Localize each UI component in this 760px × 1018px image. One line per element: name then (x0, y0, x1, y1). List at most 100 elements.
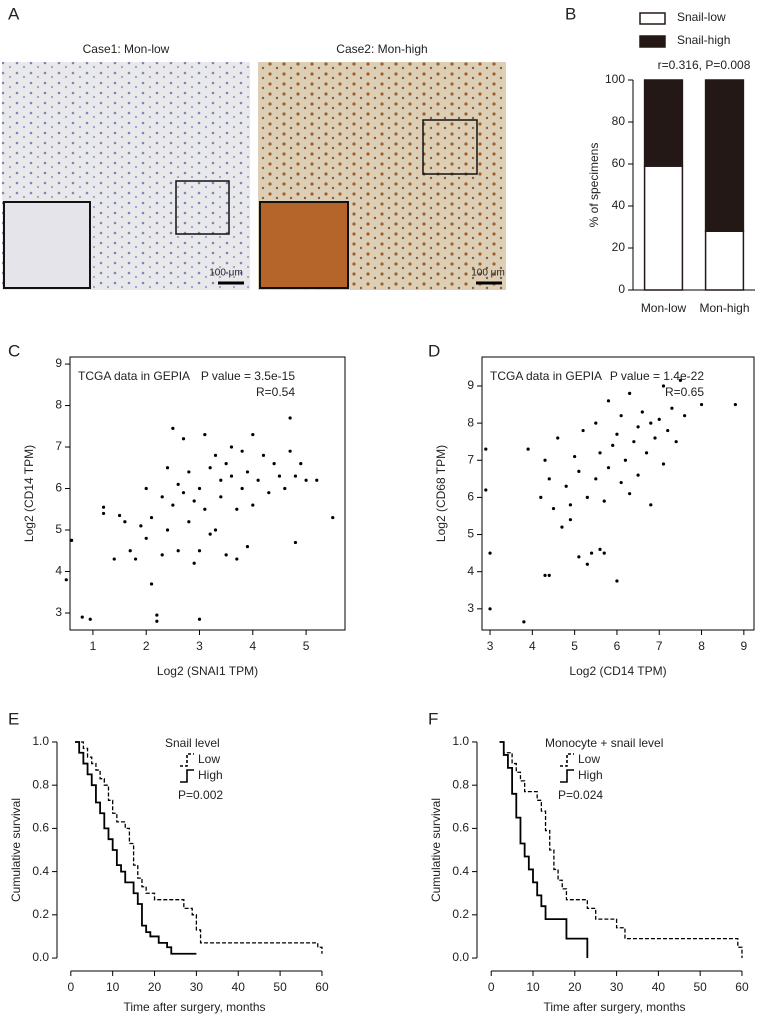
point (229, 445, 234, 449)
point (556, 436, 560, 440)
scale-bar-label: 100 μm (471, 268, 505, 279)
point (101, 511, 106, 516)
point (192, 561, 196, 565)
point (547, 573, 551, 578)
annotation: P value = 3.5e-15 (201, 369, 296, 383)
point (213, 453, 218, 457)
legend-label: Snail-high (677, 33, 730, 47)
y-tick-label: 9 (467, 378, 474, 392)
y-tick-label: 100 (605, 72, 625, 86)
x-tick-label: 0 (67, 980, 74, 994)
plot-frame (481, 356, 755, 631)
point (573, 454, 577, 459)
annotation: TCGA data in GEPIA (490, 369, 602, 383)
y-axis-label: Log2 (CD14 TPM) (22, 445, 36, 542)
x-tick-label: 40 (232, 980, 246, 994)
x-tick-label: 5 (571, 639, 578, 653)
point (649, 421, 653, 425)
y-tick-label: 0.6 (32, 821, 49, 835)
point (197, 486, 202, 491)
micrograph (2, 62, 250, 290)
panel-label: D (428, 341, 440, 360)
point (213, 528, 218, 532)
point (192, 499, 196, 503)
x-tick-label: 4 (529, 639, 536, 653)
point (628, 391, 632, 395)
point (235, 507, 239, 511)
point (657, 417, 661, 421)
y-axis-label: Cumulative survival (9, 798, 23, 902)
point (155, 619, 159, 623)
y-axis-label: Cumulative survival (429, 798, 443, 902)
point (155, 613, 159, 617)
point (661, 384, 666, 388)
y-tick-label: 6 (55, 481, 62, 495)
panel-label: A (8, 4, 20, 23)
legend-label: Low (578, 752, 600, 766)
survival-curve (499, 741, 589, 959)
point (615, 579, 619, 583)
x-tick-label: Mon-low (641, 301, 687, 315)
legend-swatch (560, 753, 574, 767)
legend-title: Snail level (165, 736, 220, 750)
point (176, 549, 180, 553)
point (733, 402, 737, 407)
y-tick-label: 60 (612, 156, 626, 170)
legend-swatch (180, 753, 194, 767)
x-tick-label: 9 (741, 639, 748, 653)
point (261, 453, 266, 457)
point (288, 416, 292, 420)
image-caption: Case1: Mon-low (83, 42, 170, 56)
point (560, 525, 564, 529)
point (602, 551, 606, 555)
x-tick-label: 2 (143, 639, 150, 653)
point (670, 406, 674, 410)
subtitle: r=0.316, P=0.008 (658, 58, 751, 72)
y-tick-label: 3 (467, 601, 474, 615)
panel-label: B (565, 4, 576, 23)
point (644, 451, 649, 455)
point (484, 447, 488, 451)
x-tick-label: 5 (303, 639, 310, 653)
point (543, 458, 547, 462)
y-tick-label: 7 (55, 439, 62, 453)
legend-label: High (198, 768, 223, 782)
x-tick-label: 8 (698, 639, 705, 653)
x-tick-label: 10 (526, 980, 540, 994)
point (133, 557, 138, 561)
point (187, 470, 191, 474)
y-tick-label: 3 (55, 605, 62, 619)
point (606, 466, 611, 470)
x-tick-label: 7 (656, 639, 663, 653)
point (88, 617, 92, 621)
bar-segment (643, 79, 684, 167)
y-tick-label: 8 (55, 398, 62, 412)
x-tick-label: 50 (693, 980, 707, 994)
y-tick-label: 0.4 (452, 864, 469, 878)
point (288, 449, 292, 453)
y-tick-label: 80 (612, 114, 626, 128)
point (539, 495, 543, 499)
point (606, 399, 611, 403)
point (666, 428, 670, 433)
x-tick-label: 30 (190, 980, 204, 994)
point (315, 478, 319, 482)
point (678, 378, 682, 382)
point (272, 462, 276, 466)
point (619, 414, 623, 418)
y-tick-label: 0.0 (452, 950, 469, 964)
x-tick-label: 10 (106, 980, 120, 994)
point (224, 553, 228, 557)
x-axis-label: Log2 (SNAI1 TPM) (157, 664, 258, 678)
point (256, 478, 260, 482)
panel-label: F (428, 709, 438, 728)
point (112, 557, 116, 561)
point (144, 486, 148, 491)
y-tick-label: 5 (55, 522, 62, 536)
legend-label: Low (198, 752, 220, 766)
x-tick-label: 0 (488, 980, 495, 994)
point (240, 449, 244, 453)
y-tick-label: 0.2 (32, 907, 49, 921)
point (245, 545, 250, 549)
